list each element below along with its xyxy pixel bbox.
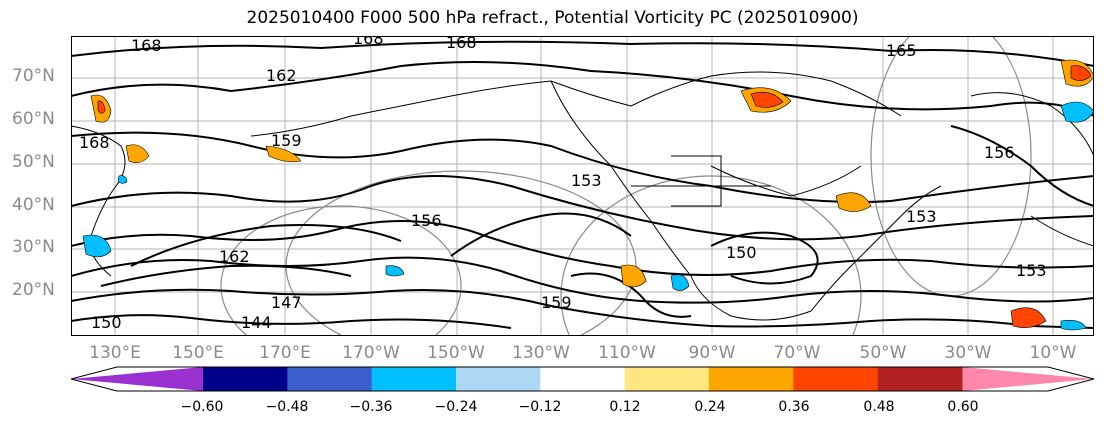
- colorbar-tick-label: −0.24: [434, 399, 478, 415]
- pv-anomaly-fills: [82, 59, 1094, 331]
- colorbar-segment: [203, 367, 288, 391]
- contour-label: 156: [984, 143, 1015, 162]
- colorbar-segment: [624, 367, 710, 391]
- contour-label: 159: [541, 293, 572, 312]
- lon-label: 10°W: [1029, 343, 1077, 363]
- coastlines: [71, 71, 1094, 321]
- contour-label: 168: [79, 133, 110, 152]
- colorbar-segment: [962, 367, 1094, 391]
- lon-label: 150°W: [427, 343, 485, 363]
- contour-label: 150: [91, 313, 122, 332]
- colorbar: [71, 366, 1094, 392]
- colorbar-tick-label: 0.60: [947, 399, 979, 415]
- colorbar-tick-label: −0.12: [518, 399, 562, 415]
- contour-label: 147: [271, 293, 302, 312]
- colorbar-segment: [456, 367, 541, 391]
- lat-label: 60°N: [12, 109, 55, 129]
- colorbar-segment: [877, 367, 963, 391]
- contour-label: 168: [131, 36, 162, 55]
- lon-label: 50°W: [859, 343, 907, 363]
- contour-label: 153: [906, 207, 937, 226]
- contour-label: 168: [353, 36, 384, 48]
- colorbar-tick-label: 0.24: [694, 399, 726, 415]
- contour-labels: 168 168 168 168 162 162 165 159 159 156 …: [79, 36, 1047, 332]
- contour-label: 168: [446, 36, 477, 52]
- colorbar-tick-label: 0.12: [609, 399, 641, 415]
- contour-label: 165: [886, 41, 917, 60]
- colorbar-segment: [71, 367, 203, 391]
- lon-label: 130°W: [512, 343, 570, 363]
- contour-label: 150: [726, 243, 757, 262]
- lon-label: 150°E: [172, 343, 224, 363]
- lat-label: 30°N: [12, 237, 55, 257]
- lon-label: 110°W: [598, 343, 656, 363]
- colorbar-tick-label: −0.48: [265, 399, 309, 415]
- colorbar-tick-label: 0.36: [778, 399, 810, 415]
- contour-label: 159: [271, 131, 302, 150]
- contour-label: 162: [266, 66, 297, 85]
- colorbar-segment: [371, 367, 457, 391]
- lat-label: 50°N: [12, 152, 55, 172]
- lon-label: 170°E: [259, 343, 311, 363]
- map-panel: 168 168 168 168 162 162 165 159 159 156 …: [71, 36, 1094, 336]
- lon-label: 30°W: [944, 343, 992, 363]
- colorbar-segment: [540, 367, 626, 391]
- lon-label: 90°W: [688, 343, 736, 363]
- lon-label: 170°W: [342, 343, 400, 363]
- colorbar-segment: [287, 367, 373, 391]
- contour-label: 156: [411, 211, 442, 230]
- contour-label: 153: [571, 171, 602, 190]
- lat-label: 40°N: [12, 195, 55, 215]
- contour-label: 153: [1016, 261, 1047, 280]
- lon-label: 70°W: [773, 343, 821, 363]
- contour-label: 162: [219, 247, 250, 266]
- map-title: 2025010400 F000 500 hPa refract., Potent…: [246, 8, 859, 28]
- map-frame: [71, 36, 1094, 336]
- lat-label: 70°N: [12, 66, 55, 86]
- colorbar-tick-label: −0.60: [180, 399, 224, 415]
- lon-label: 130°E: [89, 343, 141, 363]
- colorbar-tick-label: 0.48: [863, 399, 895, 415]
- colorbar-tick-label: −0.36: [349, 399, 393, 415]
- contour-label: 144: [241, 313, 272, 332]
- colorbar-segment: [793, 367, 879, 391]
- refractivity-contours: [71, 40, 1094, 329]
- colorbar-segment: [709, 367, 794, 391]
- lat-label: 20°N: [12, 280, 55, 300]
